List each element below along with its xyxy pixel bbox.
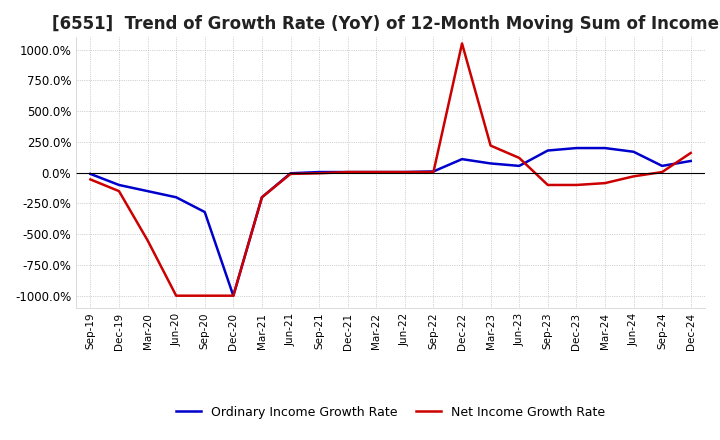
Net Income Growth Rate bbox=[315, 171, 323, 176]
Net Income Growth Rate bbox=[258, 194, 266, 200]
Net Income Growth Rate bbox=[658, 169, 667, 175]
Title: [6551]  Trend of Growth Rate (YoY) of 12-Month Moving Sum of Incomes: [6551] Trend of Growth Rate (YoY) of 12-… bbox=[52, 15, 720, 33]
Ordinary Income Growth Rate bbox=[343, 169, 352, 175]
Net Income Growth Rate bbox=[400, 169, 409, 175]
Ordinary Income Growth Rate bbox=[686, 158, 695, 164]
Ordinary Income Growth Rate bbox=[515, 163, 523, 169]
Net Income Growth Rate bbox=[486, 143, 495, 148]
Net Income Growth Rate bbox=[200, 293, 209, 298]
Legend: Ordinary Income Growth Rate, Net Income Growth Rate: Ordinary Income Growth Rate, Net Income … bbox=[171, 400, 611, 424]
Ordinary Income Growth Rate bbox=[258, 194, 266, 200]
Ordinary Income Growth Rate bbox=[315, 169, 323, 175]
Ordinary Income Growth Rate bbox=[429, 169, 438, 174]
Ordinary Income Growth Rate bbox=[600, 146, 609, 151]
Net Income Growth Rate bbox=[629, 174, 638, 179]
Ordinary Income Growth Rate bbox=[629, 149, 638, 154]
Net Income Growth Rate bbox=[143, 238, 152, 243]
Ordinary Income Growth Rate bbox=[658, 163, 667, 169]
Ordinary Income Growth Rate bbox=[372, 169, 381, 175]
Ordinary Income Growth Rate bbox=[229, 293, 238, 298]
Ordinary Income Growth Rate bbox=[86, 171, 95, 176]
Ordinary Income Growth Rate bbox=[286, 171, 294, 176]
Ordinary Income Growth Rate bbox=[572, 146, 581, 151]
Ordinary Income Growth Rate bbox=[143, 188, 152, 194]
Ordinary Income Growth Rate bbox=[458, 157, 467, 162]
Net Income Growth Rate bbox=[114, 188, 123, 194]
Net Income Growth Rate bbox=[343, 169, 352, 175]
Ordinary Income Growth Rate bbox=[486, 161, 495, 166]
Net Income Growth Rate bbox=[86, 177, 95, 182]
Net Income Growth Rate bbox=[372, 169, 381, 175]
Net Income Growth Rate bbox=[515, 155, 523, 161]
Net Income Growth Rate bbox=[544, 182, 552, 187]
Ordinary Income Growth Rate bbox=[400, 169, 409, 175]
Net Income Growth Rate bbox=[172, 293, 181, 298]
Net Income Growth Rate bbox=[686, 150, 695, 156]
Line: Ordinary Income Growth Rate: Ordinary Income Growth Rate bbox=[91, 148, 690, 296]
Net Income Growth Rate bbox=[286, 171, 294, 176]
Net Income Growth Rate bbox=[600, 180, 609, 186]
Ordinary Income Growth Rate bbox=[200, 209, 209, 215]
Ordinary Income Growth Rate bbox=[544, 148, 552, 153]
Ordinary Income Growth Rate bbox=[172, 194, 181, 200]
Line: Net Income Growth Rate: Net Income Growth Rate bbox=[91, 44, 690, 296]
Net Income Growth Rate bbox=[429, 169, 438, 175]
Net Income Growth Rate bbox=[229, 293, 238, 298]
Net Income Growth Rate bbox=[458, 41, 467, 46]
Ordinary Income Growth Rate bbox=[114, 182, 123, 187]
Net Income Growth Rate bbox=[572, 182, 581, 187]
